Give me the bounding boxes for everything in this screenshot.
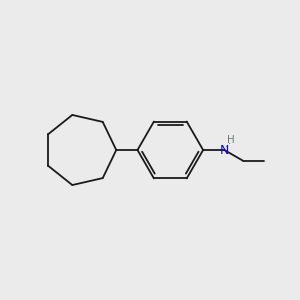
Text: N: N [220, 143, 229, 157]
Text: H: H [227, 135, 235, 145]
